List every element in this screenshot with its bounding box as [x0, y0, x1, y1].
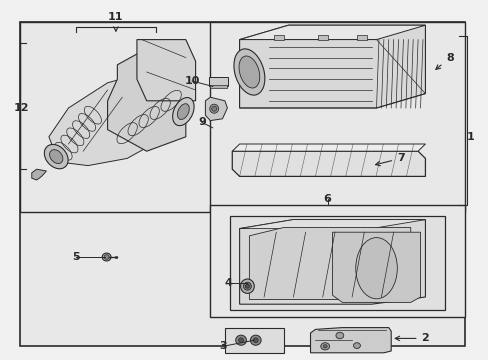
Ellipse shape: [335, 332, 343, 339]
Polygon shape: [332, 232, 420, 302]
Bar: [224, 328, 283, 353]
Ellipse shape: [44, 144, 68, 169]
Ellipse shape: [235, 335, 246, 345]
Polygon shape: [205, 97, 227, 121]
Polygon shape: [232, 144, 425, 151]
Polygon shape: [249, 228, 410, 300]
Text: 8: 8: [435, 53, 453, 69]
Polygon shape: [310, 328, 390, 353]
Polygon shape: [137, 40, 195, 101]
Polygon shape: [239, 220, 425, 229]
Ellipse shape: [243, 282, 251, 290]
Bar: [210, 205, 464, 317]
Text: 10: 10: [184, 76, 200, 86]
Ellipse shape: [323, 345, 326, 348]
Bar: [208, 77, 228, 86]
Text: 6: 6: [323, 194, 331, 204]
Bar: [210, 22, 464, 212]
Text: 5: 5: [72, 252, 80, 262]
Ellipse shape: [172, 98, 194, 126]
Polygon shape: [239, 220, 425, 304]
Ellipse shape: [238, 338, 243, 343]
Ellipse shape: [49, 150, 63, 163]
Text: 9: 9: [198, 117, 205, 127]
Ellipse shape: [245, 284, 249, 288]
Ellipse shape: [211, 106, 216, 111]
Ellipse shape: [240, 279, 254, 293]
Polygon shape: [107, 54, 185, 151]
Ellipse shape: [353, 343, 360, 348]
Text: 1: 1: [466, 132, 473, 142]
Ellipse shape: [355, 238, 397, 299]
Text: 2: 2: [394, 333, 428, 343]
Ellipse shape: [320, 343, 329, 350]
Bar: [229, 216, 444, 310]
Ellipse shape: [253, 338, 258, 343]
Text: 7: 7: [375, 153, 404, 166]
Bar: [317, 35, 327, 40]
Ellipse shape: [102, 253, 111, 261]
Polygon shape: [49, 72, 185, 166]
Ellipse shape: [104, 255, 109, 259]
Ellipse shape: [233, 49, 264, 95]
Ellipse shape: [177, 104, 189, 120]
Text: 12: 12: [14, 103, 29, 113]
Text: 11: 11: [108, 12, 123, 22]
Ellipse shape: [239, 56, 259, 88]
Bar: [273, 35, 283, 40]
Ellipse shape: [209, 104, 218, 113]
Text: 4: 4: [224, 278, 232, 288]
Text: 3: 3: [219, 341, 226, 351]
Bar: [210, 85, 226, 88]
Polygon shape: [239, 25, 425, 40]
Polygon shape: [232, 151, 425, 176]
Bar: [20, 22, 215, 212]
Ellipse shape: [250, 335, 261, 345]
Polygon shape: [239, 25, 425, 108]
Polygon shape: [32, 169, 46, 180]
Bar: [356, 35, 366, 40]
